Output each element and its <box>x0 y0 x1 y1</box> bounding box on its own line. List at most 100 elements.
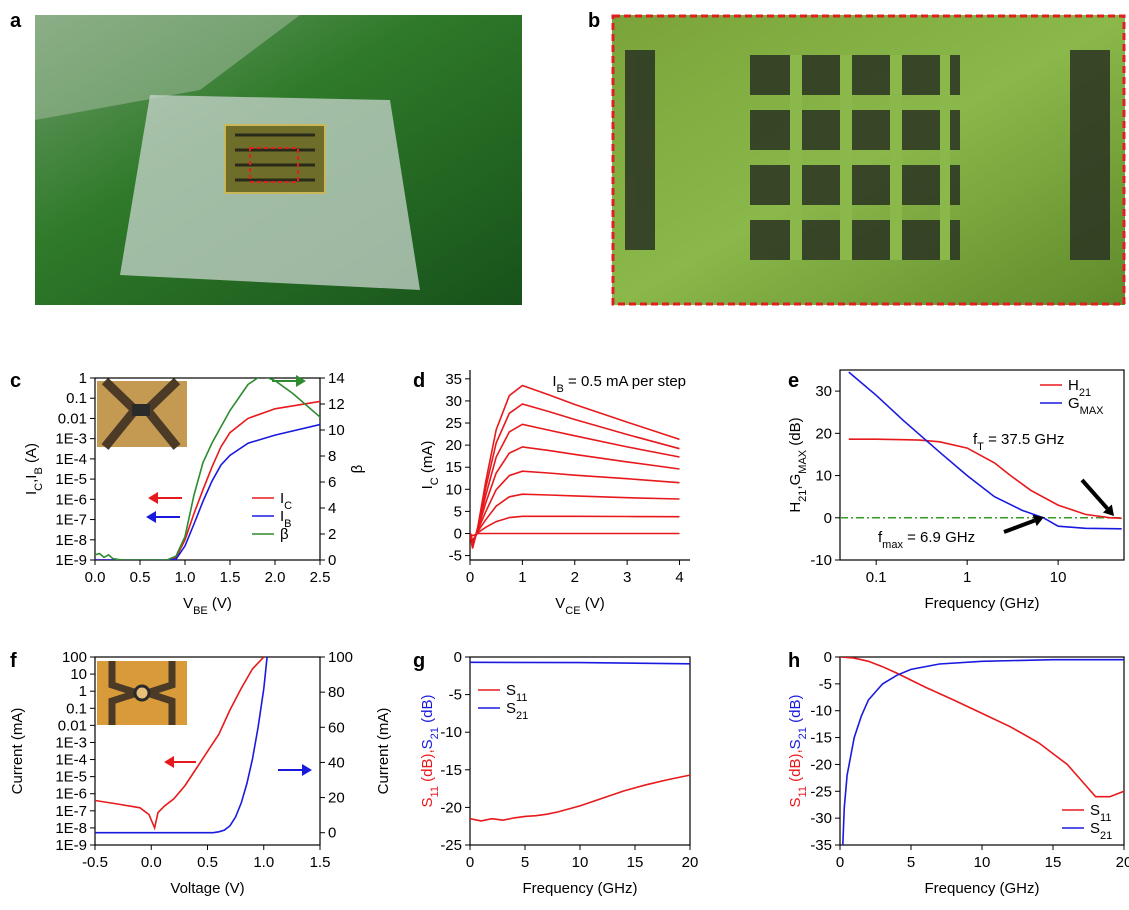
x-tick-label: 1.0 <box>175 569 196 586</box>
y-axis-label: S11 (dB),S21 (dB) <box>419 695 441 808</box>
x-tick-label: 0.0 <box>85 569 106 586</box>
y-tick-label: 1 <box>79 683 87 700</box>
text-part: S <box>506 682 516 699</box>
text-part: MAX <box>1080 405 1105 417</box>
panel-letter: d <box>413 370 425 392</box>
panel-letter: g <box>413 650 425 672</box>
label-run: H21,GMAX (dB) <box>787 417 809 512</box>
text-part: C <box>284 500 292 512</box>
y-axis-label: H21,GMAX (dB) <box>787 417 809 512</box>
y2-axis-label: Current (mA) <box>375 708 392 795</box>
y-tick-label: -20 <box>440 799 462 816</box>
y-axis-label: IC,IB (A) <box>23 443 45 495</box>
y-tick-label: 25 <box>445 415 462 432</box>
y-tick-label: 35 <box>445 371 462 388</box>
y-tick-label: 1E-8 <box>55 820 87 837</box>
x-tick-label: 1.5 <box>220 569 241 586</box>
text-part: Current (mA) <box>9 708 26 795</box>
panel-letter: f <box>10 650 17 672</box>
x-axis-label: Frequency (GHz) <box>924 595 1039 612</box>
text-part: 21 <box>1100 830 1112 842</box>
label-run: Frequency (GHz) <box>924 880 1039 897</box>
panel-letter: b <box>588 10 600 32</box>
y-tick-label: 0.01 <box>58 410 87 427</box>
x-tick-label: 2.5 <box>310 569 331 586</box>
y-tick-label: 0.1 <box>66 700 87 717</box>
arrow-head <box>296 375 306 387</box>
y2-axis-label: β <box>349 464 366 473</box>
x-tick-label: -0.5 <box>82 854 108 871</box>
text-part: (dB) <box>787 417 804 450</box>
y-tick-label: -20 <box>810 756 832 773</box>
x-tick-label: 10 <box>1050 569 1067 586</box>
y-tick-label: 15 <box>445 459 462 476</box>
photo-a <box>35 15 522 305</box>
y2-tick-label: 60 <box>328 719 345 736</box>
text-part: max <box>882 539 903 551</box>
text-part: 21 <box>797 490 809 502</box>
y2-tick-label: 0 <box>328 552 336 569</box>
panel-letter: a <box>10 10 22 32</box>
text-part: C <box>429 477 441 485</box>
series-line <box>470 424 680 546</box>
x-tick-label: 0.5 <box>130 569 151 586</box>
y-tick-label: 1E-4 <box>55 752 87 769</box>
x-tick-label: 3 <box>623 569 631 586</box>
text-part: 21 <box>429 727 441 739</box>
label-run: S11 (dB), <box>419 749 441 807</box>
y-tick-label: 0.1 <box>66 390 87 407</box>
series-line <box>849 439 1122 518</box>
x-tick-label: 5 <box>521 854 529 871</box>
y-tick-label: 1E-4 <box>55 451 87 468</box>
arrow <box>1004 521 1035 532</box>
annotation: fmax = 6.9 GHz <box>878 529 975 551</box>
y-axis-label: IC (mA) <box>419 441 441 490</box>
x-axis-label: Voltage (V) <box>170 880 244 897</box>
x-tick-label: 10 <box>974 854 991 871</box>
series-line <box>843 660 1124 845</box>
text-part: ,G <box>787 474 804 490</box>
y-tick-label: 1E-5 <box>55 769 87 786</box>
legend-label: β <box>280 526 289 543</box>
text-part: S <box>419 797 436 807</box>
text-part: B <box>33 467 45 474</box>
arrow-head <box>302 764 312 776</box>
series-line <box>470 494 680 542</box>
y-tick-label: 1E-7 <box>55 512 87 529</box>
panel-letter: e <box>788 370 799 392</box>
annotation: fT = 37.5 GHz <box>973 431 1064 453</box>
x-tick-label: 10 <box>572 854 589 871</box>
y-tick-label: 30 <box>815 383 832 400</box>
text-part: β <box>280 526 289 543</box>
x-tick-label: 15 <box>627 854 644 871</box>
x-tick-label: 1 <box>518 569 526 586</box>
label-run: IC (mA) <box>419 441 441 490</box>
x-axis-label: Frequency (GHz) <box>924 880 1039 897</box>
text-part: (dB), <box>419 749 436 786</box>
text-part: (V) <box>208 595 232 612</box>
x-tick-label: 1.5 <box>310 854 331 871</box>
y-tick-label: 30 <box>445 393 462 410</box>
text-part: S <box>419 739 436 749</box>
text-part: S <box>1090 802 1100 819</box>
x-axis-label: VBE (V) <box>183 595 232 617</box>
text-part: = 0.5 mA per step <box>564 373 686 390</box>
y-axis-label: Current (mA) <box>9 708 26 795</box>
y-tick-label: -25 <box>440 837 462 854</box>
text-part: C <box>33 483 45 491</box>
label-run: VCE (V) <box>555 595 604 617</box>
y-tick-label: 1E-9 <box>55 837 87 854</box>
label-run: Current (mA) <box>375 708 392 795</box>
x-tick-label: 5 <box>907 854 915 871</box>
arrow-head <box>146 511 156 523</box>
series-line <box>470 386 680 549</box>
y-tick-label: -35 <box>810 837 832 854</box>
x-tick-label: 0 <box>466 569 474 586</box>
x-tick-label: 0.5 <box>197 854 218 871</box>
text-part: 11 <box>1100 812 1111 824</box>
text-part: H <box>1068 377 1079 394</box>
x-tick-label: 4 <box>675 569 683 586</box>
x-tick-label: 15 <box>1045 854 1062 871</box>
text-part: S <box>1090 820 1100 837</box>
inset-photo <box>97 661 187 725</box>
